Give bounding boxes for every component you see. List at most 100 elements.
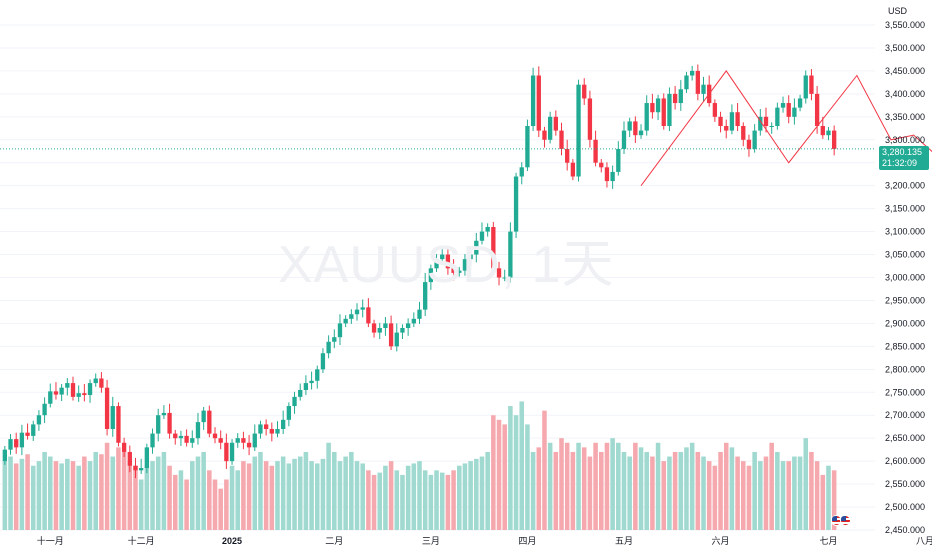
candle bbox=[701, 76, 706, 102]
volume-bar bbox=[201, 451, 206, 530]
volume-bar bbox=[451, 470, 456, 530]
candle bbox=[797, 94, 803, 112]
volume-bar bbox=[121, 451, 127, 530]
x-tick-label: 二月 bbox=[325, 536, 343, 546]
candle bbox=[758, 109, 763, 136]
candle bbox=[576, 79, 581, 182]
candle bbox=[275, 421, 280, 438]
volume-bar bbox=[610, 438, 615, 530]
candle bbox=[76, 385, 81, 402]
candle bbox=[434, 254, 439, 272]
candle bbox=[371, 319, 377, 338]
candle bbox=[70, 376, 76, 401]
us-flag-icon[interactable] bbox=[840, 515, 851, 526]
candle bbox=[763, 107, 769, 133]
volume-bar bbox=[320, 458, 326, 530]
candle bbox=[53, 382, 59, 400]
candle bbox=[661, 93, 666, 130]
volume-bar bbox=[508, 406, 513, 530]
candle bbox=[252, 424, 257, 452]
volume-bar bbox=[513, 415, 519, 530]
candle bbox=[610, 165, 615, 189]
volume-bar bbox=[735, 456, 740, 530]
candle bbox=[508, 222, 513, 283]
volume-bar bbox=[763, 456, 769, 530]
volume-bar bbox=[8, 456, 13, 530]
volume-bar bbox=[581, 447, 587, 530]
candle bbox=[309, 371, 314, 390]
candle bbox=[638, 124, 644, 139]
volume-bar bbox=[354, 461, 360, 530]
candle bbox=[93, 373, 98, 387]
x-tick-label: 八月 bbox=[916, 536, 932, 546]
volume-bar bbox=[417, 461, 422, 530]
y-tick-label: 3,150.000 bbox=[885, 204, 925, 214]
volume-bar bbox=[48, 456, 53, 530]
y-tick-label: 2,700.000 bbox=[885, 410, 925, 420]
volume-bar bbox=[82, 456, 87, 530]
candle bbox=[746, 134, 752, 157]
volume-bar bbox=[99, 454, 104, 530]
volume-bar bbox=[258, 451, 263, 530]
candle bbox=[519, 162, 524, 185]
volume-bar bbox=[172, 474, 178, 530]
volume-bar bbox=[275, 461, 280, 530]
candle bbox=[553, 110, 558, 136]
volume-bar bbox=[309, 461, 314, 530]
volume-bar bbox=[758, 461, 763, 530]
volume-bar bbox=[184, 479, 189, 530]
symbol-watermark: XAUUSD, 1天 bbox=[278, 236, 615, 294]
volume-bar bbox=[462, 463, 468, 530]
candle bbox=[167, 403, 172, 439]
candle bbox=[173, 429, 178, 445]
x-tick-label: 2025 bbox=[222, 536, 242, 546]
candle bbox=[19, 424, 25, 456]
y-tick-label: 3,000.000 bbox=[885, 273, 925, 283]
candle bbox=[127, 445, 132, 473]
volume-bar bbox=[650, 456, 655, 530]
candle bbox=[2, 445, 7, 465]
candle bbox=[587, 90, 593, 148]
volume-bar bbox=[246, 463, 252, 530]
volume-bar bbox=[252, 456, 258, 530]
price-axis[interactable]: 3,550.000 3,500.000 3,450.000 3,400.000 3,35… bbox=[885, 20, 925, 535]
candle bbox=[212, 427, 218, 444]
candle bbox=[65, 378, 70, 396]
volume-bar bbox=[400, 474, 405, 530]
candle bbox=[599, 159, 604, 173]
candle bbox=[423, 272, 428, 317]
candle bbox=[292, 391, 297, 414]
volume-bar bbox=[797, 456, 803, 530]
volume-bar bbox=[542, 410, 547, 530]
candle bbox=[144, 443, 150, 474]
candle bbox=[263, 419, 269, 436]
volume-bar bbox=[519, 401, 525, 530]
volume-bar bbox=[155, 456, 161, 530]
volume-bar bbox=[553, 451, 559, 530]
volume-bar bbox=[826, 465, 831, 530]
candle bbox=[525, 119, 530, 171]
candle bbox=[104, 379, 110, 436]
volume-bar bbox=[661, 461, 667, 530]
candle bbox=[832, 125, 837, 156]
volume-bar bbox=[2, 461, 8, 530]
candle bbox=[42, 397, 47, 424]
candle bbox=[616, 141, 621, 176]
candle bbox=[457, 266, 462, 277]
volume-bar bbox=[388, 461, 394, 530]
volume-bar bbox=[491, 415, 496, 530]
volume-bar bbox=[104, 442, 110, 530]
volume-bar bbox=[718, 451, 723, 530]
volume-bar bbox=[769, 442, 774, 530]
time-axis[interactable]: 十一月 十二月 2025 二月 三月 四月 五月 六月 七月 八月 bbox=[37, 535, 932, 546]
y-tick-label: 3,400.000 bbox=[885, 89, 925, 99]
candle bbox=[678, 80, 683, 111]
y-tick-label: 2,650.000 bbox=[885, 433, 925, 443]
candle bbox=[156, 408, 161, 442]
candle bbox=[792, 98, 797, 125]
volume-bar bbox=[229, 465, 235, 530]
volume-bar bbox=[576, 442, 581, 530]
candle bbox=[826, 126, 831, 141]
y-tick-label: 3,450.000 bbox=[885, 66, 925, 76]
